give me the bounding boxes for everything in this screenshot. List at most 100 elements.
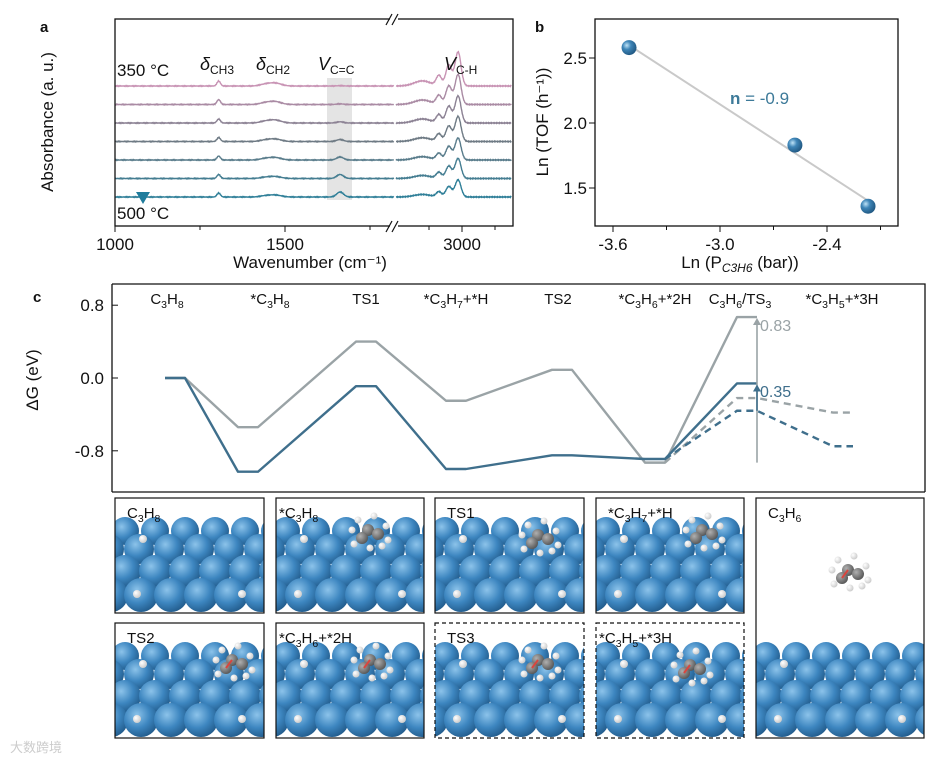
surface-atom — [519, 680, 551, 712]
structure-panel: *C3H7+*H — [595, 497, 745, 614]
surface-atom — [360, 680, 392, 712]
surface-atom — [184, 703, 218, 737]
barrier-label-blue: 0.35 — [760, 384, 791, 401]
surface-atom — [276, 578, 289, 612]
hydrogen-atom — [862, 562, 870, 570]
carbon-atom — [542, 658, 554, 670]
double-bond — [683, 664, 691, 674]
panel-border — [275, 622, 425, 739]
surface-atom — [199, 680, 231, 712]
energy-path-blue — [165, 376, 757, 473]
hydrogen-atom — [540, 642, 548, 650]
x-axis-ticks-a: 1000 1500 3000 — [96, 226, 496, 254]
surface-atom — [710, 555, 742, 587]
surface-atom — [390, 680, 422, 712]
surface-atom — [169, 680, 201, 712]
spectrum-trace — [114, 73, 512, 107]
surface-atom — [115, 680, 141, 712]
surface-atom — [549, 555, 581, 587]
surface-atom — [620, 555, 652, 587]
surface-atom — [534, 703, 568, 737]
structure-panel: TS2 — [79, 622, 265, 739]
y-axis-label-b: Ln (TOF (h⁻¹)) — [533, 68, 552, 177]
y-tick-label: 1.5 — [563, 179, 587, 198]
hydrogen-atom — [453, 590, 461, 598]
surface-atom — [315, 578, 349, 612]
surface-atom — [244, 578, 264, 612]
surface-atom — [915, 705, 924, 735]
hydrogen-atom — [850, 552, 858, 560]
surface-atom — [345, 578, 379, 612]
surface-atom — [444, 703, 478, 737]
surface-atom — [579, 559, 584, 583]
double-bond — [225, 659, 233, 669]
hydrogen-atom — [378, 542, 386, 550]
hydrogen-atom — [672, 675, 680, 683]
hydrogen-atom — [453, 715, 461, 723]
state-label: C3H6/TS3 — [709, 291, 772, 311]
surface-atom — [124, 703, 158, 737]
hydrogen-atom — [704, 512, 712, 520]
peak-label: VC-H — [444, 54, 477, 77]
hydrogen-atom — [234, 642, 242, 650]
hydrogen-atom — [212, 656, 220, 664]
surface-atom — [596, 680, 622, 712]
state-label: *C3H7+*H — [424, 291, 489, 311]
spectrum-trace — [114, 157, 512, 181]
surface-atom — [444, 578, 478, 612]
panel-border — [434, 497, 585, 614]
hydrogen-atom — [704, 657, 712, 665]
hydrogen-atom — [356, 646, 364, 654]
panel-border — [755, 497, 925, 739]
barrier-label-gray: 0.83 — [760, 318, 791, 335]
surface-atom — [665, 578, 699, 612]
x-tick-label: -3.6 — [598, 235, 627, 254]
peak-label: δCH3 — [200, 54, 234, 77]
hydrogen-atom — [238, 590, 246, 598]
hydrogen-atom — [368, 674, 376, 682]
double-bond — [841, 569, 849, 579]
surface-atom — [519, 555, 551, 587]
hydrogen-atom — [459, 535, 467, 543]
surface-atom — [780, 680, 812, 712]
hydrogen-atom — [536, 549, 544, 557]
hydrogen-atom — [558, 715, 566, 723]
x-tick-label: -2.4 — [812, 235, 841, 254]
structure-label: *C3H6+*2H — [279, 630, 352, 650]
hydrogen-atom — [898, 715, 906, 723]
spectrum-trace — [114, 178, 512, 199]
surface-atom — [650, 680, 682, 712]
double-bond — [363, 659, 371, 669]
surface-atom — [124, 578, 158, 612]
structure-panel: *C3H5+*3H — [595, 622, 745, 739]
state-label: *C3H8 — [250, 291, 289, 311]
surface-atom — [756, 680, 782, 712]
hydrogen-atom — [384, 536, 392, 544]
carbon-atom — [694, 663, 706, 675]
structure-label: C3H8 — [127, 505, 161, 525]
data-point — [860, 198, 876, 214]
surface-atom — [635, 703, 669, 737]
hydrogen-atom — [246, 652, 254, 660]
state-label: *C3H6+*2H — [618, 291, 691, 311]
surface-atom — [79, 680, 111, 712]
spectrum-trace — [114, 136, 512, 162]
structure-label: *C3H8 — [279, 505, 318, 525]
surface-atom — [596, 578, 609, 612]
y-axis-label-a: Absorbance (a. u.) — [38, 52, 57, 192]
panel-c-energy-profile: c ΔG (eV) 0.8 0.0 -0.8 C3H8 *C3H8 TS1 *C3H7+*H… — [23, 283, 926, 493]
hydrogen-atom — [380, 672, 388, 680]
data-point — [787, 137, 803, 153]
surface-atom — [139, 555, 171, 587]
surface-atom — [79, 555, 111, 587]
surface-atom — [459, 680, 491, 712]
surface-atom — [390, 555, 422, 587]
hydrogen-atom — [294, 590, 302, 598]
surface-atom — [534, 578, 568, 612]
surface-atom — [375, 578, 409, 612]
structure-label: *C3H5+*3H — [599, 630, 672, 650]
hydrogen-atom — [370, 512, 378, 520]
surface-atom — [740, 560, 744, 582]
hydrogen-atom — [520, 670, 528, 678]
hydrogen-atom — [366, 544, 374, 552]
